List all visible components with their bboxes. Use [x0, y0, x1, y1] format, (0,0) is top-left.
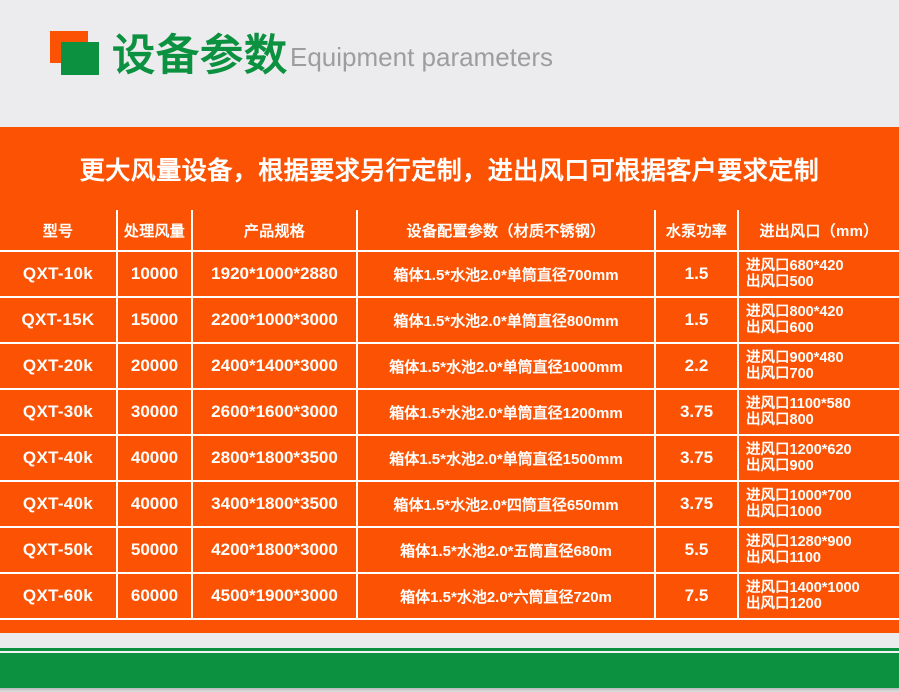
cell-size: 4200*1800*3000 — [191, 526, 358, 574]
logo-green-square-icon — [61, 42, 99, 75]
cell-model: QXT-40k — [0, 434, 118, 482]
cell-power: 1.5 — [654, 250, 739, 298]
cell-vent: 进风口1000*700 出风口1000 — [737, 480, 899, 528]
cell-vent-in: 进风口1280*900 — [746, 534, 852, 550]
cell-size: 1920*1000*2880 — [191, 250, 358, 298]
cell-power: 2.2 — [654, 342, 739, 390]
cell-vent-out: 出风口500 — [746, 274, 814, 290]
spec-panel: 更大风量设备，根据要求另行定制，进出风口可根据客户要求定制 型号 处理风量 产品… — [0, 127, 899, 633]
cell-vent: 进风口680*420 出风口500 — [737, 250, 899, 298]
table-row: QXT-10k 10000 1920*1000*2880 箱体1.5*水池2.0… — [0, 250, 899, 298]
cell-size: 2200*1000*3000 — [191, 296, 358, 344]
cell-model: QXT-60k — [0, 572, 118, 620]
cell-config: 箱体1.5*水池2.0*单筒直径800mm — [356, 296, 656, 344]
cell-power: 5.5 — [654, 526, 739, 574]
cell-vent-in: 进风口1100*580 — [746, 396, 851, 412]
table-row: QXT-60k 60000 4500*1900*3000 箱体1.5*水池2.0… — [0, 572, 899, 620]
cell-power: 3.75 — [654, 480, 739, 528]
column-header-vent: 进出风口（mm） — [737, 210, 899, 252]
cell-airflow: 40000 — [116, 434, 193, 482]
cell-vent-in: 进风口900*480 — [746, 350, 844, 366]
table-row: QXT-40k 40000 3400*1800*3500 箱体1.5*水池2.0… — [0, 480, 899, 528]
equipment-spec-table: 型号 处理风量 产品规格 设备配置参数（材质不锈钢） 水泵功率 进出风口（mm）… — [0, 210, 899, 620]
cell-vent: 进风口800*420 出风口600 — [737, 296, 899, 344]
footer-green-bar — [0, 653, 899, 688]
column-header-airflow: 处理风量 — [116, 210, 193, 252]
cell-vent-out: 出风口900 — [746, 458, 814, 474]
cell-vent-in: 进风口680*420 — [746, 258, 844, 274]
column-header-product-size: 产品规格 — [191, 210, 358, 252]
cell-vent-in: 进风口1200*620 — [746, 442, 852, 458]
cell-model: QXT-40k — [0, 480, 118, 528]
table-row: QXT-20k 20000 2400*1400*3000 箱体1.5*水池2.0… — [0, 342, 899, 390]
custom-notice-text: 更大风量设备，根据要求另行定制，进出风口可根据客户要求定制 — [79, 156, 820, 185]
cell-model: QXT-30k — [0, 388, 118, 436]
table-row: QXT-50k 50000 4200*1800*3000 箱体1.5*水池2.0… — [0, 526, 899, 574]
cell-vent-out: 出风口600 — [746, 320, 814, 336]
footer-green-rule — [0, 648, 899, 651]
logo-squares-icon — [50, 28, 100, 75]
cell-vent-out: 出风口800 — [746, 412, 814, 428]
cell-vent: 进风口900*480 出风口700 — [737, 342, 899, 390]
spec-table-wrapper: 型号 处理风量 产品规格 设备配置参数（材质不锈钢） 水泵功率 进出风口（mm）… — [0, 210, 899, 620]
cell-power: 1.5 — [654, 296, 739, 344]
column-header-config: 设备配置参数（材质不锈钢） — [356, 210, 656, 252]
cell-size: 4500*1900*3000 — [191, 572, 358, 620]
cell-model: QXT-10k — [0, 250, 118, 298]
cell-config: 箱体1.5*水池2.0*单筒直径700mm — [356, 250, 656, 298]
cell-vent: 进风口1280*900 出风口1100 — [737, 526, 899, 574]
cell-airflow: 60000 — [116, 572, 193, 620]
cell-airflow: 15000 — [116, 296, 193, 344]
cell-airflow: 20000 — [116, 342, 193, 390]
cell-vent: 进风口1100*580 出风口800 — [737, 388, 899, 436]
footer-shadow — [0, 688, 899, 692]
cell-config: 箱体1.5*水池2.0*单筒直径1000mm — [356, 342, 656, 390]
cell-config: 箱体1.5*水池2.0*六筒直径720m — [356, 572, 656, 620]
cell-config: 箱体1.5*水池2.0*四筒直径650mm — [356, 480, 656, 528]
custom-notice-banner: 更大风量设备，根据要求另行定制，进出风口可根据客户要求定制 — [0, 127, 899, 210]
cell-vent-out: 出风口1000 — [746, 504, 822, 520]
cell-config: 箱体1.5*水池2.0*五筒直径680m — [356, 526, 656, 574]
page-header: 设备参数 Equipment parameters — [0, 0, 899, 127]
cell-power: 7.5 — [654, 572, 739, 620]
cell-airflow: 40000 — [116, 480, 193, 528]
cell-vent-out: 出风口1100 — [746, 550, 821, 566]
cell-model: QXT-50k — [0, 526, 118, 574]
cell-airflow: 30000 — [116, 388, 193, 436]
cell-vent-out: 出风口700 — [746, 366, 814, 382]
footer-rule-gap — [0, 651, 899, 653]
cell-model: QXT-15K — [0, 296, 118, 344]
cell-vent: 进风口1400*1000 出风口1200 — [737, 572, 899, 620]
table-header-row: 型号 处理风量 产品规格 设备配置参数（材质不锈钢） 水泵功率 进出风口（mm） — [0, 210, 899, 252]
cell-vent-in: 进风口1000*700 — [746, 488, 852, 504]
footer-gap — [0, 633, 899, 648]
table-row: QXT-40k 40000 2800*1800*3500 箱体1.5*水池2.0… — [0, 434, 899, 482]
table-row: QXT-30k 30000 2600*1600*3000 箱体1.5*水池2.0… — [0, 388, 899, 436]
cell-power: 3.75 — [654, 434, 739, 482]
column-header-pump-power: 水泵功率 — [654, 210, 739, 252]
cell-airflow: 50000 — [116, 526, 193, 574]
header-title-group: 设备参数 Equipment parameters — [50, 28, 554, 78]
cell-airflow: 10000 — [116, 250, 193, 298]
cell-size: 3400*1800*3500 — [191, 480, 358, 528]
table-row: QXT-15K 15000 2200*1000*3000 箱体1.5*水池2.0… — [0, 296, 899, 344]
page-title: 设备参数 — [112, 32, 288, 80]
cell-config: 箱体1.5*水池2.0*单筒直径1200mm — [356, 388, 656, 436]
cell-size: 2800*1800*3500 — [191, 434, 358, 482]
cell-power: 3.75 — [654, 388, 739, 436]
column-header-model: 型号 — [0, 210, 118, 252]
cell-vent: 进风口1200*620 出风口900 — [737, 434, 899, 482]
cell-model: QXT-20k — [0, 342, 118, 390]
cell-config: 箱体1.5*水池2.0*单筒直径1500mm — [356, 434, 656, 482]
cell-size: 2400*1400*3000 — [191, 342, 358, 390]
cell-vent-out: 出风口1200 — [746, 596, 822, 612]
cell-size: 2600*1600*3000 — [191, 388, 358, 436]
cell-vent-in: 进风口1400*1000 — [746, 580, 860, 596]
cell-vent-in: 进风口800*420 — [746, 304, 844, 320]
page-subtitle: Equipment parameters — [290, 42, 554, 72]
